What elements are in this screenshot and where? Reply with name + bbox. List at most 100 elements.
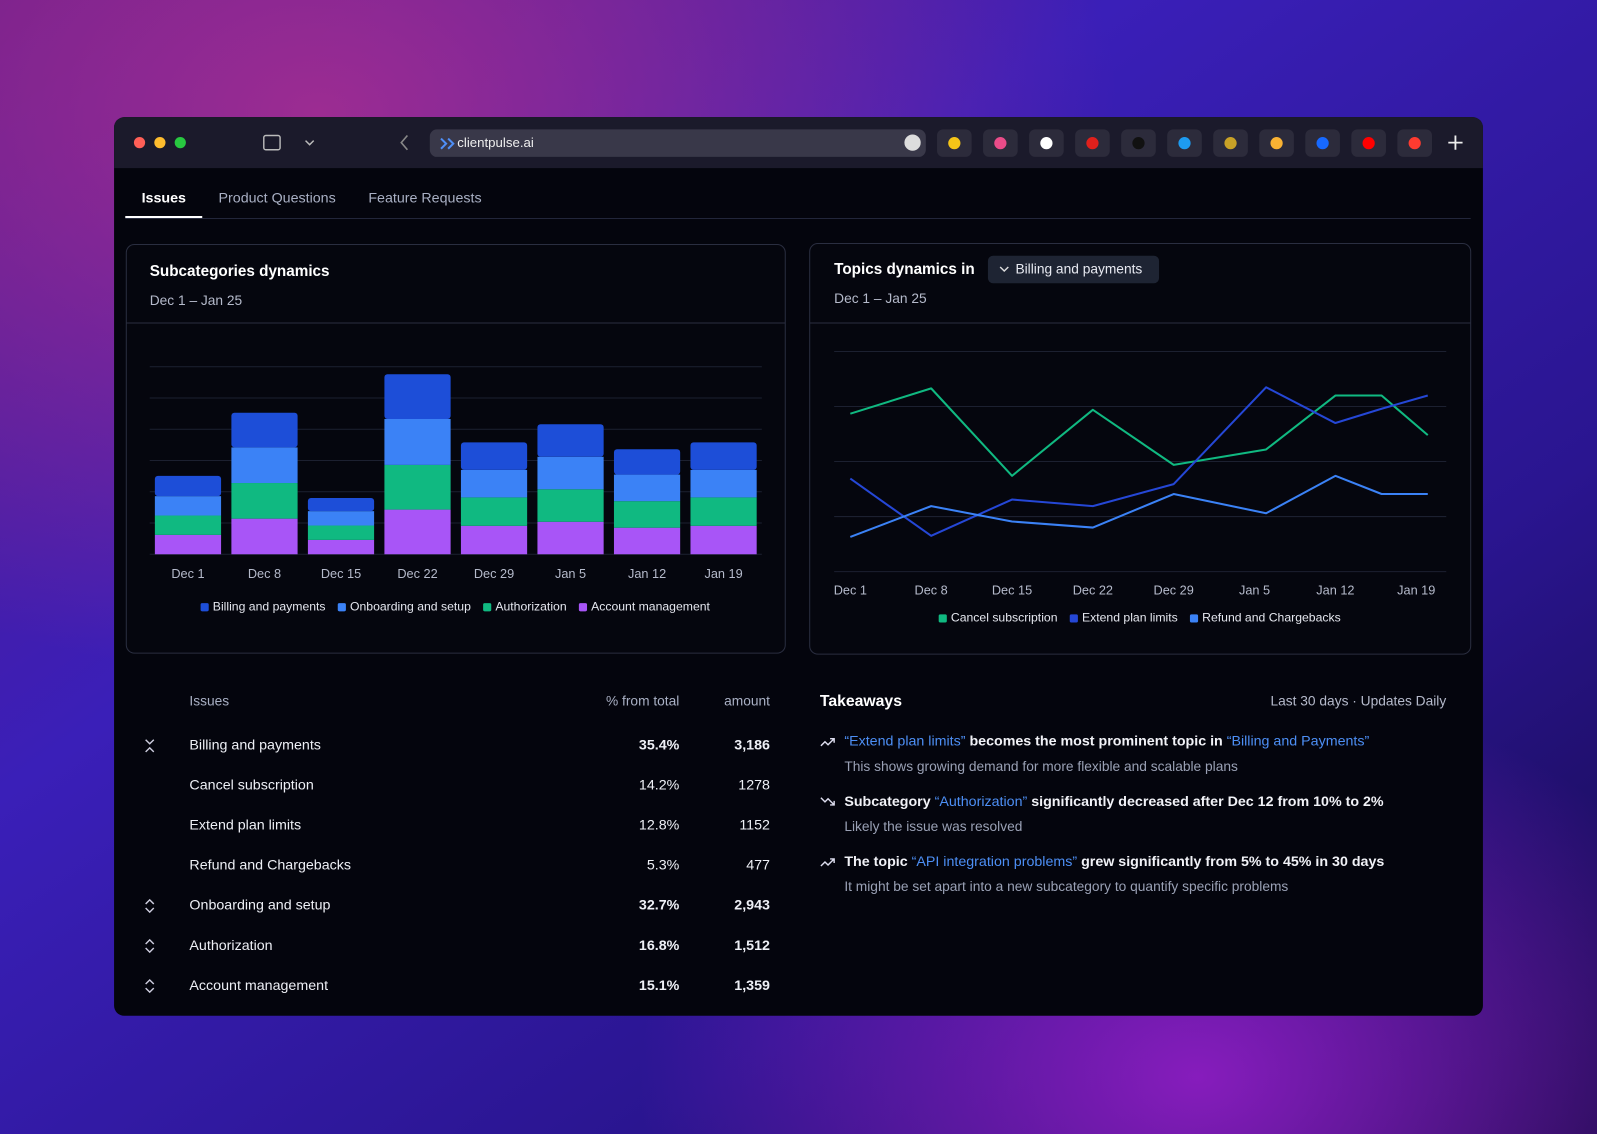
row-name: Extend plan limits [189, 818, 301, 834]
topic-link[interactable]: “API integration problems” [912, 854, 1078, 870]
chart-subtitle: Dec 1 – Jan 25 [150, 293, 243, 308]
bar-segment [460, 469, 528, 498]
row-share: 32.7% [639, 898, 680, 914]
close-button[interactable] [133, 137, 146, 149]
bar-segment [384, 464, 451, 510]
expand-icon[interactable] [145, 938, 155, 954]
bar-segment [460, 497, 528, 526]
chart-title: Subcategories dynamics [150, 263, 330, 280]
extension-icon [1316, 137, 1329, 150]
bar-segment [154, 496, 222, 516]
expand-icon[interactable] [145, 898, 155, 914]
bar-segment [613, 474, 681, 502]
minimize-button[interactable] [154, 137, 166, 149]
active-tab-indicator [125, 216, 203, 219]
takeaway-headline: Subcategory “Authorization” significantl… [844, 794, 1384, 810]
legend-label: Account management [591, 599, 710, 613]
back-button[interactable] [400, 134, 409, 151]
extension-icon [948, 137, 961, 150]
collapse-icon[interactable] [145, 739, 155, 753]
bar-segment [690, 442, 757, 470]
x-tick-label: Dec 22 [397, 566, 437, 581]
takeaways-title: Takeaways [820, 693, 902, 710]
dropdown-chevron [999, 266, 1009, 273]
takeaway-headline: “Extend plan limits” becomes the most pr… [844, 733, 1369, 749]
x-tick-label: Jan 19 [704, 566, 742, 581]
new-tab-button[interactable] [1448, 135, 1463, 150]
chart-subtitle: Dec 1 – Jan 25 [834, 291, 927, 306]
legend-label: Authorization [495, 599, 566, 613]
bar-segment [154, 475, 222, 497]
x-tick-label: Jan 5 [555, 566, 586, 581]
takeaway-detail: Likely the issue was resolved [844, 819, 1022, 834]
zoom-button[interactable] [174, 137, 186, 149]
expand-icon[interactable] [145, 978, 155, 994]
bar-segment [384, 374, 451, 419]
column-header: amount [724, 694, 770, 709]
row-amount: 1278 [738, 778, 770, 794]
chart-title: Topics dynamics in [834, 261, 975, 278]
tab[interactable]: Issues [142, 190, 186, 206]
bar-segment [307, 498, 375, 512]
line-series [850, 387, 1429, 477]
legend-label: Extend plan limits [1082, 611, 1178, 625]
takeaways-meta: Last 30 days · Updates Daily [1270, 694, 1446, 709]
x-tick-label: Dec 1 [171, 566, 204, 581]
topic-link[interactable]: “Billing and Payments” [1227, 733, 1370, 749]
tab-menu[interactable] [305, 140, 315, 146]
column-header: % from total [606, 694, 679, 709]
sidebar-button[interactable] [263, 134, 281, 151]
legend-swatch [1189, 614, 1199, 623]
x-tick-label: Dec 15 [992, 582, 1032, 597]
bar-segment [537, 521, 604, 555]
tab[interactable]: Feature Requests [368, 190, 481, 206]
bar-segment [231, 412, 298, 448]
extensions [937, 129, 1433, 157]
more-button[interactable] [904, 134, 921, 151]
trend-icon [820, 858, 835, 867]
topic-filter: Billing and payments [1015, 262, 1142, 277]
row-share: 5.3% [647, 858, 680, 874]
card [809, 243, 1472, 655]
bar-segment [537, 456, 604, 490]
row-share: 16.8% [639, 938, 680, 954]
row-share: 14.2% [639, 778, 680, 794]
legend-label: Billing and payments [213, 599, 326, 613]
x-tick-label: Jan 19 [1397, 582, 1435, 597]
bar-segment [690, 525, 757, 555]
browser-window: clientpulse.ai [114, 117, 1483, 1016]
topic-link[interactable]: “Authorization” [935, 794, 1028, 810]
bar-segment [537, 424, 604, 457]
bar-segment [384, 509, 451, 555]
headline-text: significantly decreased after Dec 12 fro… [1027, 794, 1384, 810]
bar-segment [307, 511, 375, 526]
bar-segment [154, 534, 222, 555]
site-icon [440, 137, 455, 150]
takeaway-headline: The topic “API integration problems” gre… [844, 854, 1384, 870]
x-tick-label: Dec 15 [321, 566, 361, 581]
headline-text: Subcategory [844, 794, 934, 810]
x-tick-label: Dec 22 [1073, 582, 1113, 597]
bar-segment [460, 442, 528, 470]
bar-segment [307, 539, 375, 555]
x-tick-label: Jan 12 [1316, 582, 1354, 597]
topic-dropdown[interactable] [987, 255, 1160, 284]
headline-text: The topic [844, 854, 911, 870]
line-series [849, 474, 1428, 538]
tab[interactable]: Product Questions [219, 190, 336, 206]
extension-icon [994, 137, 1007, 150]
extension-icon [1270, 137, 1283, 150]
legend-swatch [938, 614, 947, 623]
row-name: Cancel subscription [189, 778, 313, 794]
row-amount: 2,943 [734, 898, 770, 914]
topic-link[interactable]: “Extend plan limits” [844, 733, 965, 749]
bar-segment [613, 501, 681, 528]
x-tick-label: Jan 12 [628, 566, 666, 581]
legend: Cancel subscription Extend plan limits Ref… [938, 611, 1341, 625]
bar-segment [690, 469, 757, 498]
row-name: Authorization [189, 938, 272, 954]
takeaway-detail: This shows growing demand for more flexi… [844, 759, 1238, 774]
row-share: 12.8% [639, 818, 680, 834]
address-bar[interactable] [429, 129, 926, 157]
